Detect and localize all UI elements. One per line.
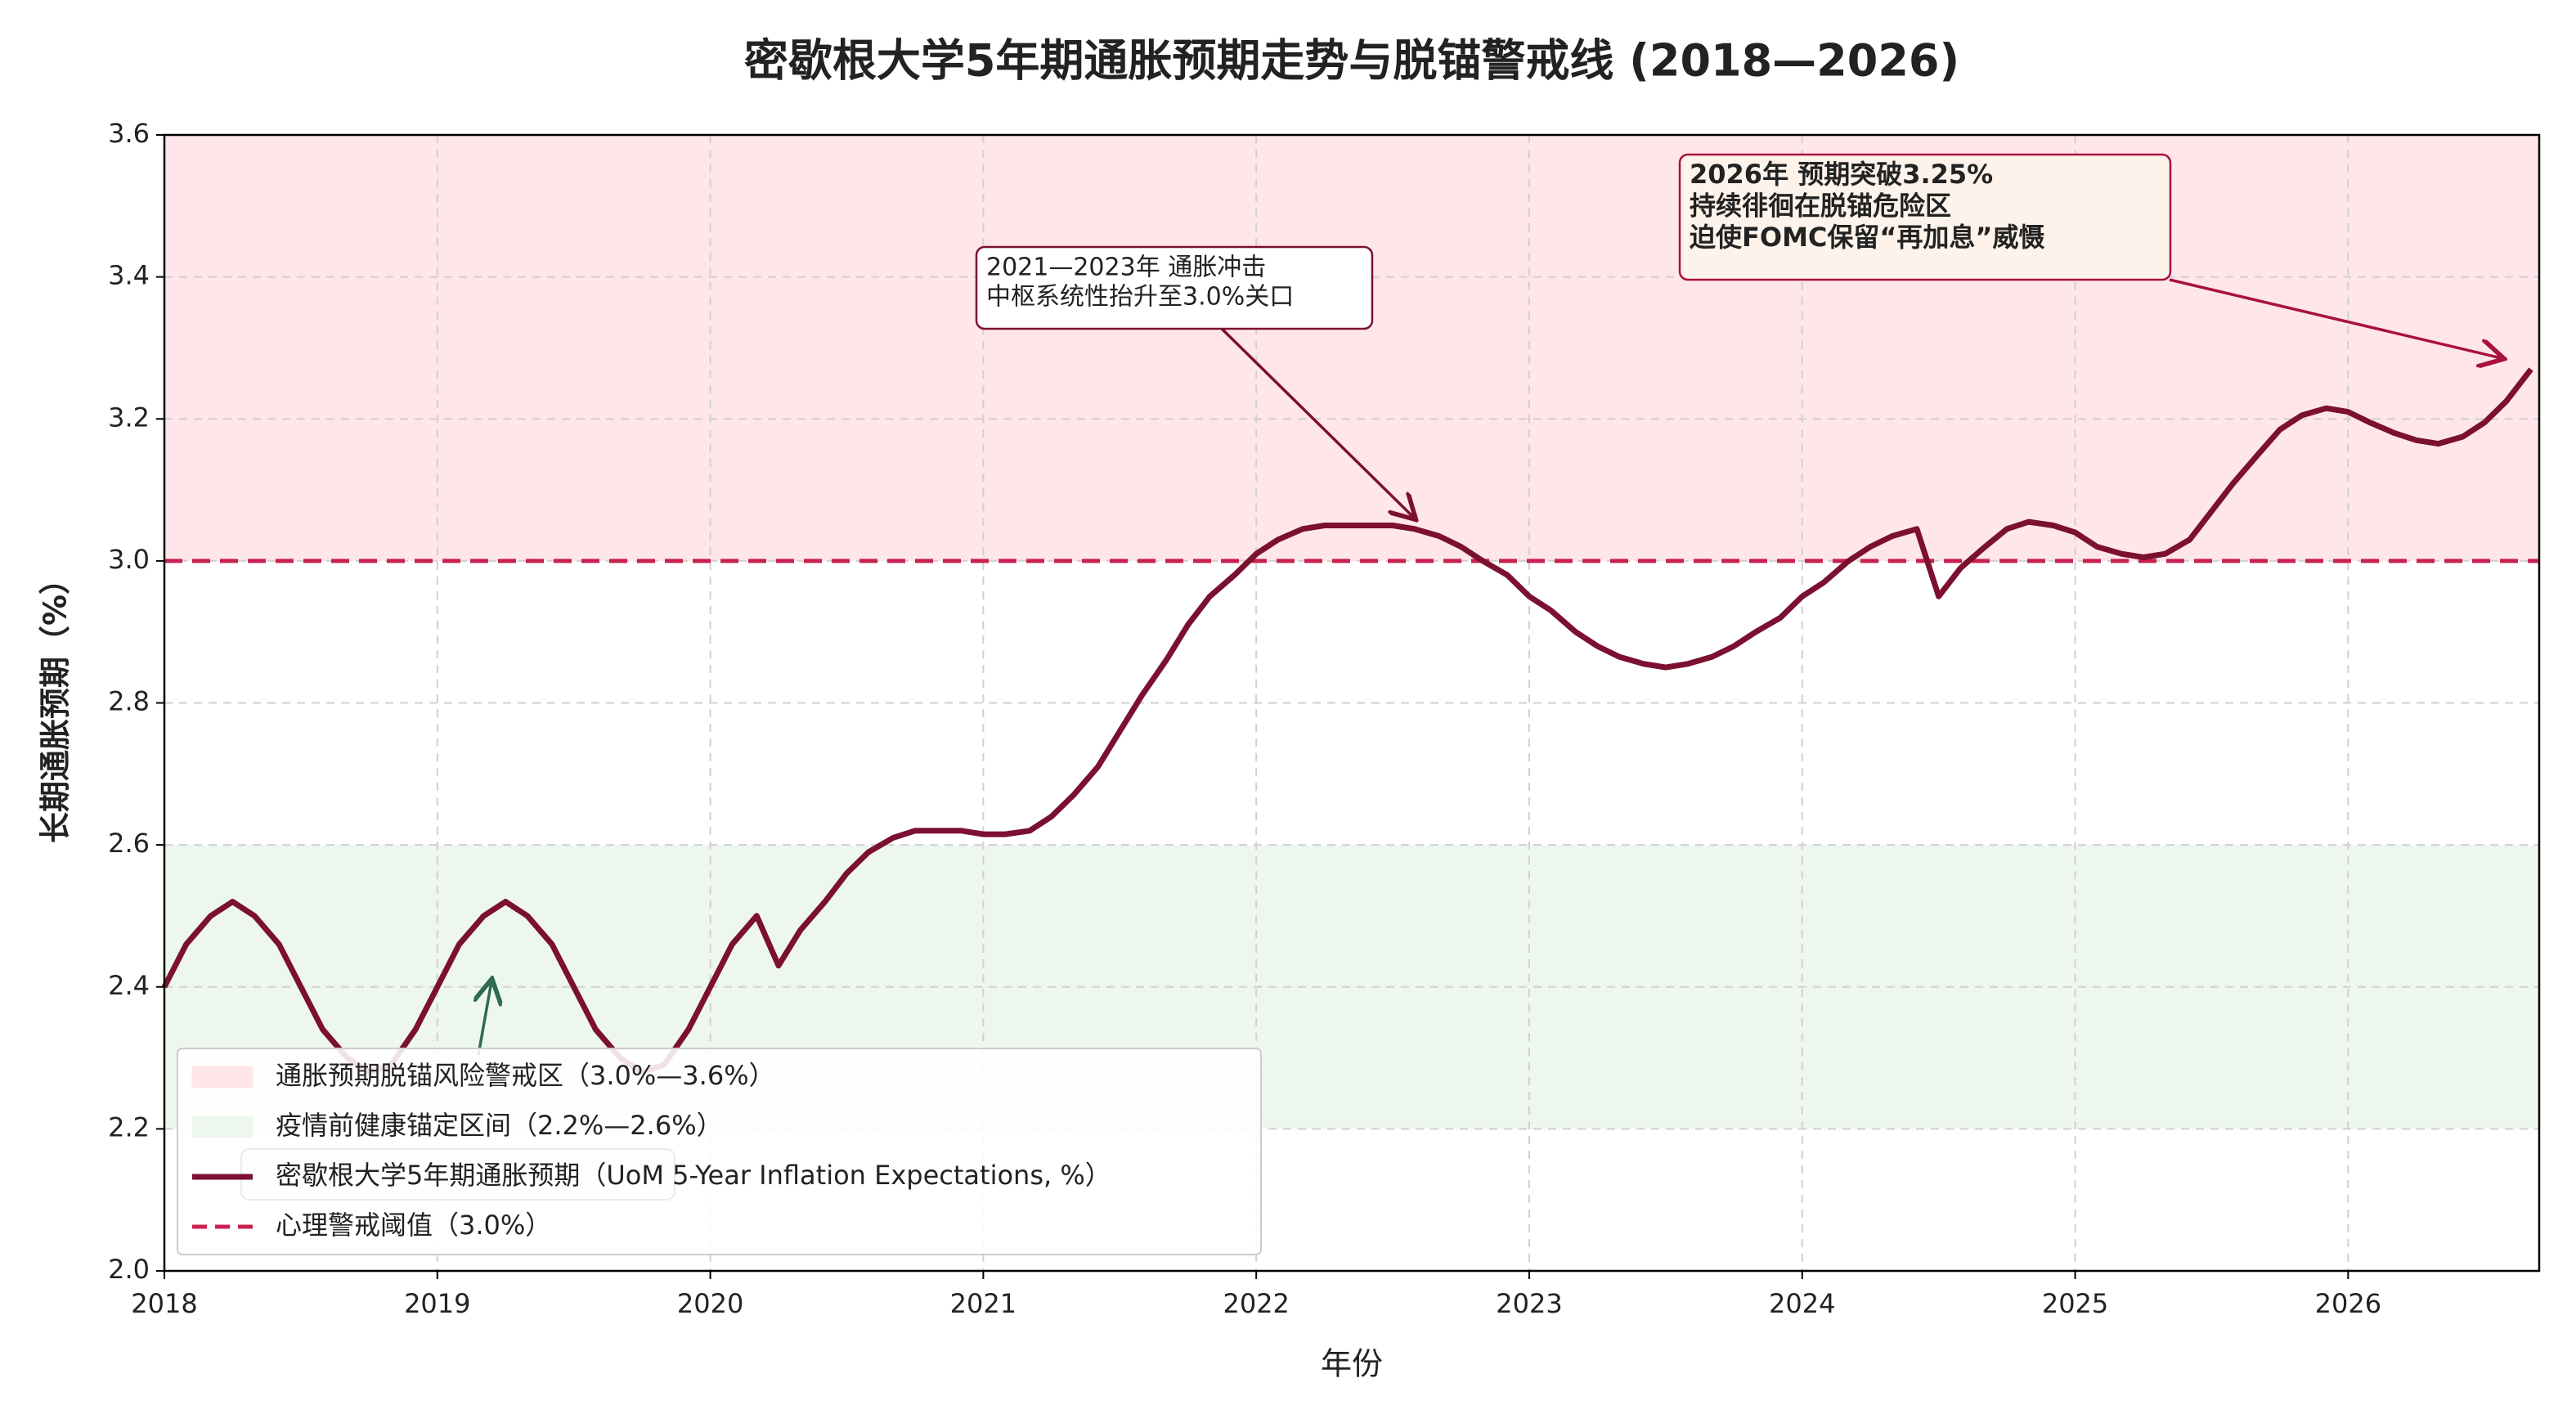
- legend-label: 疫情前健康锚定区间（2.2%—2.6%）: [276, 1110, 723, 1141]
- y-tick-label: 2.8: [108, 686, 150, 717]
- annotation-text: 2021—2023年 通胀冲击: [986, 254, 1266, 282]
- band: [164, 135, 2539, 561]
- chart-title: 密歇根大学5年期通胀预期走势与脱锚警戒线 (2018—2026): [744, 35, 1959, 87]
- annotation-arrow: [478, 981, 491, 1056]
- annotation-arrow: [1220, 327, 1414, 518]
- x-tick-label: 2022: [1223, 1288, 1289, 1319]
- x-tick-label: 2024: [1769, 1288, 1835, 1319]
- annotation-text: 持续徘徊在脱锚危险区: [1690, 190, 1951, 221]
- x-tick-label: 2026: [2315, 1288, 2381, 1319]
- annotation-text: 中枢系统性抬升至3.0%关口: [986, 283, 1294, 312]
- y-tick-label: 3.0: [108, 544, 150, 575]
- x-tick-label: 2025: [2042, 1288, 2108, 1319]
- y-tick-label: 2.2: [108, 1111, 150, 1142]
- legend-swatch: [191, 1116, 254, 1138]
- legend-label: 密歇根大学5年期通胀预期（UoM 5-Year Inflation Expect…: [276, 1160, 1111, 1191]
- y-tick-label: 3.6: [108, 118, 150, 149]
- x-tick-label: 2018: [131, 1288, 197, 1319]
- y-tick-label: 2.0: [108, 1254, 150, 1285]
- y-axis-label: 长期通胀预期（%）: [38, 563, 74, 843]
- annotation-text: 迫使FOMC保留“再加息”威慑: [1690, 222, 2044, 253]
- legend-label: 心理警戒阈值（3.0%）: [276, 1210, 551, 1241]
- legend-label: 通胀预期脱锚风险警戒区（3.0%—3.6%）: [276, 1060, 775, 1091]
- annotation-text: 2026年 预期突破3.25%: [1690, 159, 1993, 190]
- annotation-arrow: [2169, 278, 2502, 358]
- y-tick-label: 2.6: [108, 828, 150, 859]
- plot-frame: [163, 133, 2541, 1273]
- y-tick-label: 2.4: [108, 970, 150, 1001]
- y-tick-label: 3.4: [108, 260, 150, 291]
- x-tick-label: 2021: [950, 1288, 1016, 1319]
- y-tick-label: 3.2: [108, 402, 150, 433]
- legend-swatch: [191, 1066, 254, 1089]
- annotation-box: [1678, 153, 2172, 281]
- series-line: [161, 367, 2533, 1075]
- x-axis-label: 年份: [1321, 1346, 1383, 1382]
- annotation-box: [975, 245, 1374, 330]
- legend-box: [177, 1048, 1262, 1255]
- x-tick-label: 2019: [404, 1288, 470, 1319]
- x-tick-label: 2023: [1496, 1288, 1562, 1319]
- x-tick-label: 2020: [677, 1288, 743, 1319]
